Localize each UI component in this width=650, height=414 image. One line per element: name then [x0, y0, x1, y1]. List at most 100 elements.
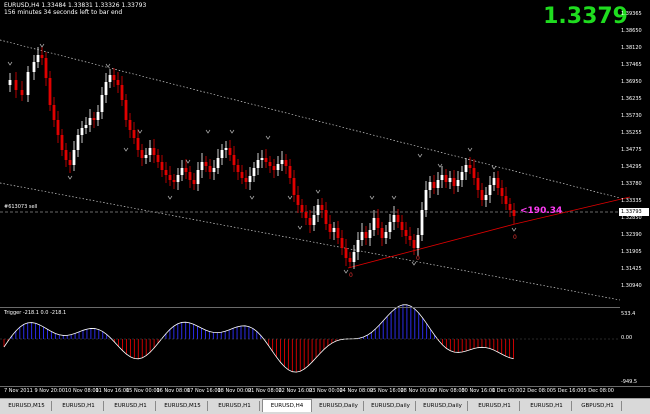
- price-axis-label: 1.34295: [621, 164, 642, 170]
- candle-body: [372, 218, 376, 230]
- time-axis-label: 2 Dec 08:00: [522, 388, 553, 394]
- fractal-arrow: [137, 129, 143, 134]
- price-axis-label: 1.37465: [621, 62, 642, 68]
- candle-body: [168, 175, 172, 180]
- candle-body: [288, 166, 292, 178]
- candle-body: [232, 155, 236, 165]
- candle-body: [48, 78, 52, 105]
- candle-body: [496, 178, 500, 188]
- price-axis-label: 1.33335: [621, 198, 642, 204]
- candle-body: [32, 62, 36, 72]
- trend-line: [347, 223, 516, 269]
- candle-body: [92, 118, 96, 120]
- candle-body: [436, 180, 440, 188]
- candle-body: [132, 130, 136, 138]
- fibo-label: <190.34: [520, 206, 563, 216]
- chart-tab[interactable]: EURUSD,H1: [522, 401, 572, 411]
- candle-body: [324, 210, 328, 224]
- panel-separator[interactable]: [0, 307, 620, 308]
- candle-body: [20, 90, 24, 95]
- fractal-arrow: [491, 165, 497, 170]
- fractal-arrow: [369, 195, 375, 200]
- candle-body: [240, 172, 244, 178]
- candle-body: [432, 182, 436, 188]
- chart-tab[interactable]: EURUSD,M15: [158, 401, 208, 411]
- price-axis-label: 1.38650: [621, 28, 642, 34]
- time-axis-label: 10 Nov 08:00: [65, 388, 99, 394]
- candle-body: [56, 120, 60, 135]
- candle-body: [208, 166, 212, 172]
- candle-body: [512, 210, 516, 216]
- candle-body: [80, 128, 84, 135]
- time-axis-label: 21 Nov 08:00: [248, 388, 282, 394]
- candle-body: [100, 95, 104, 112]
- candle-body: [484, 195, 488, 200]
- wave-label: 0: [513, 234, 517, 241]
- price-axis-label: 1.32850: [621, 215, 642, 221]
- candle-body: [212, 168, 216, 172]
- current-price-tag: 1.33793: [619, 208, 649, 216]
- candle-body: [300, 205, 304, 212]
- time-axis-label: 15 Nov 00:00: [126, 388, 160, 394]
- chart-tab[interactable]: EURUSD,H4: [262, 399, 312, 412]
- price-axis-label: 1.36950: [621, 79, 642, 85]
- fractal-arrow: [185, 159, 191, 164]
- candle-body: [224, 148, 228, 150]
- fractal-arrow: [343, 269, 349, 274]
- fractal-arrow: [511, 227, 517, 232]
- chart-tab[interactable]: EURUSD,H1: [470, 401, 520, 411]
- candle-body: [84, 125, 88, 128]
- candle-body: [52, 105, 56, 120]
- time-axis-label: 11 Nov 16:00: [95, 388, 130, 394]
- fractal-arrow: [205, 129, 211, 134]
- candle-body: [304, 212, 308, 218]
- candle-body: [408, 236, 412, 240]
- price-axis-label: 1.31425: [621, 266, 642, 272]
- time-axis-label: 29 Nov 08:00: [431, 388, 465, 394]
- price-axis-label: 1.30940: [621, 283, 642, 289]
- time-axis-label: 16 Nov 08:00: [156, 388, 191, 394]
- chart-tab[interactable]: EURUSD,Daily: [314, 401, 364, 411]
- time-axis-label: 9 Nov 20:00: [34, 388, 66, 394]
- chart-tab[interactable]: EURUSD,Daily: [366, 401, 416, 411]
- fractal-arrow: [39, 43, 45, 48]
- candle-body: [88, 118, 92, 125]
- fractal-arrow: [391, 195, 397, 200]
- price-axis-label: 1.35730: [621, 113, 642, 119]
- indicator-line: [3, 304, 514, 373]
- fractal-arrow: [265, 135, 271, 140]
- fractal-arrow: [167, 195, 173, 200]
- candle-body: [264, 158, 268, 162]
- indicator-level: 533.4: [621, 311, 636, 317]
- chart-tab[interactable]: GBPUSD,H1: [574, 401, 622, 411]
- fractal-arrow: [467, 147, 473, 152]
- fractal-arrow: [105, 63, 111, 68]
- candle-body: [44, 58, 48, 78]
- candle-body: [380, 228, 384, 238]
- candle-body: [424, 190, 428, 210]
- candle-body: [476, 178, 480, 190]
- candle-body: [292, 178, 296, 195]
- candle-body: [428, 182, 432, 190]
- candle-body: [452, 178, 456, 186]
- candle-body: [340, 238, 344, 248]
- chart-tab[interactable]: EURUSD,H1: [210, 401, 260, 411]
- chart-tab[interactable]: EURUSD,M15: [2, 401, 52, 411]
- candle-body: [396, 215, 400, 222]
- candle-body: [96, 112, 100, 120]
- candle-body: [460, 172, 464, 180]
- chart-tab[interactable]: EURUSD,H1: [54, 401, 104, 411]
- candle-body: [40, 55, 44, 58]
- fractal-arrow: [411, 261, 417, 266]
- candle-body: [176, 175, 180, 182]
- chart-tab[interactable]: EURUSD,H1: [106, 401, 156, 411]
- candle-body: [172, 180, 176, 182]
- candle-body: [272, 166, 276, 170]
- candle-body: [112, 75, 116, 80]
- candle-body: [420, 210, 424, 235]
- chart-tab[interactable]: EURUSD,Daily: [418, 401, 468, 411]
- channel-lower-line: [0, 182, 621, 301]
- fractal-arrow: [67, 175, 73, 180]
